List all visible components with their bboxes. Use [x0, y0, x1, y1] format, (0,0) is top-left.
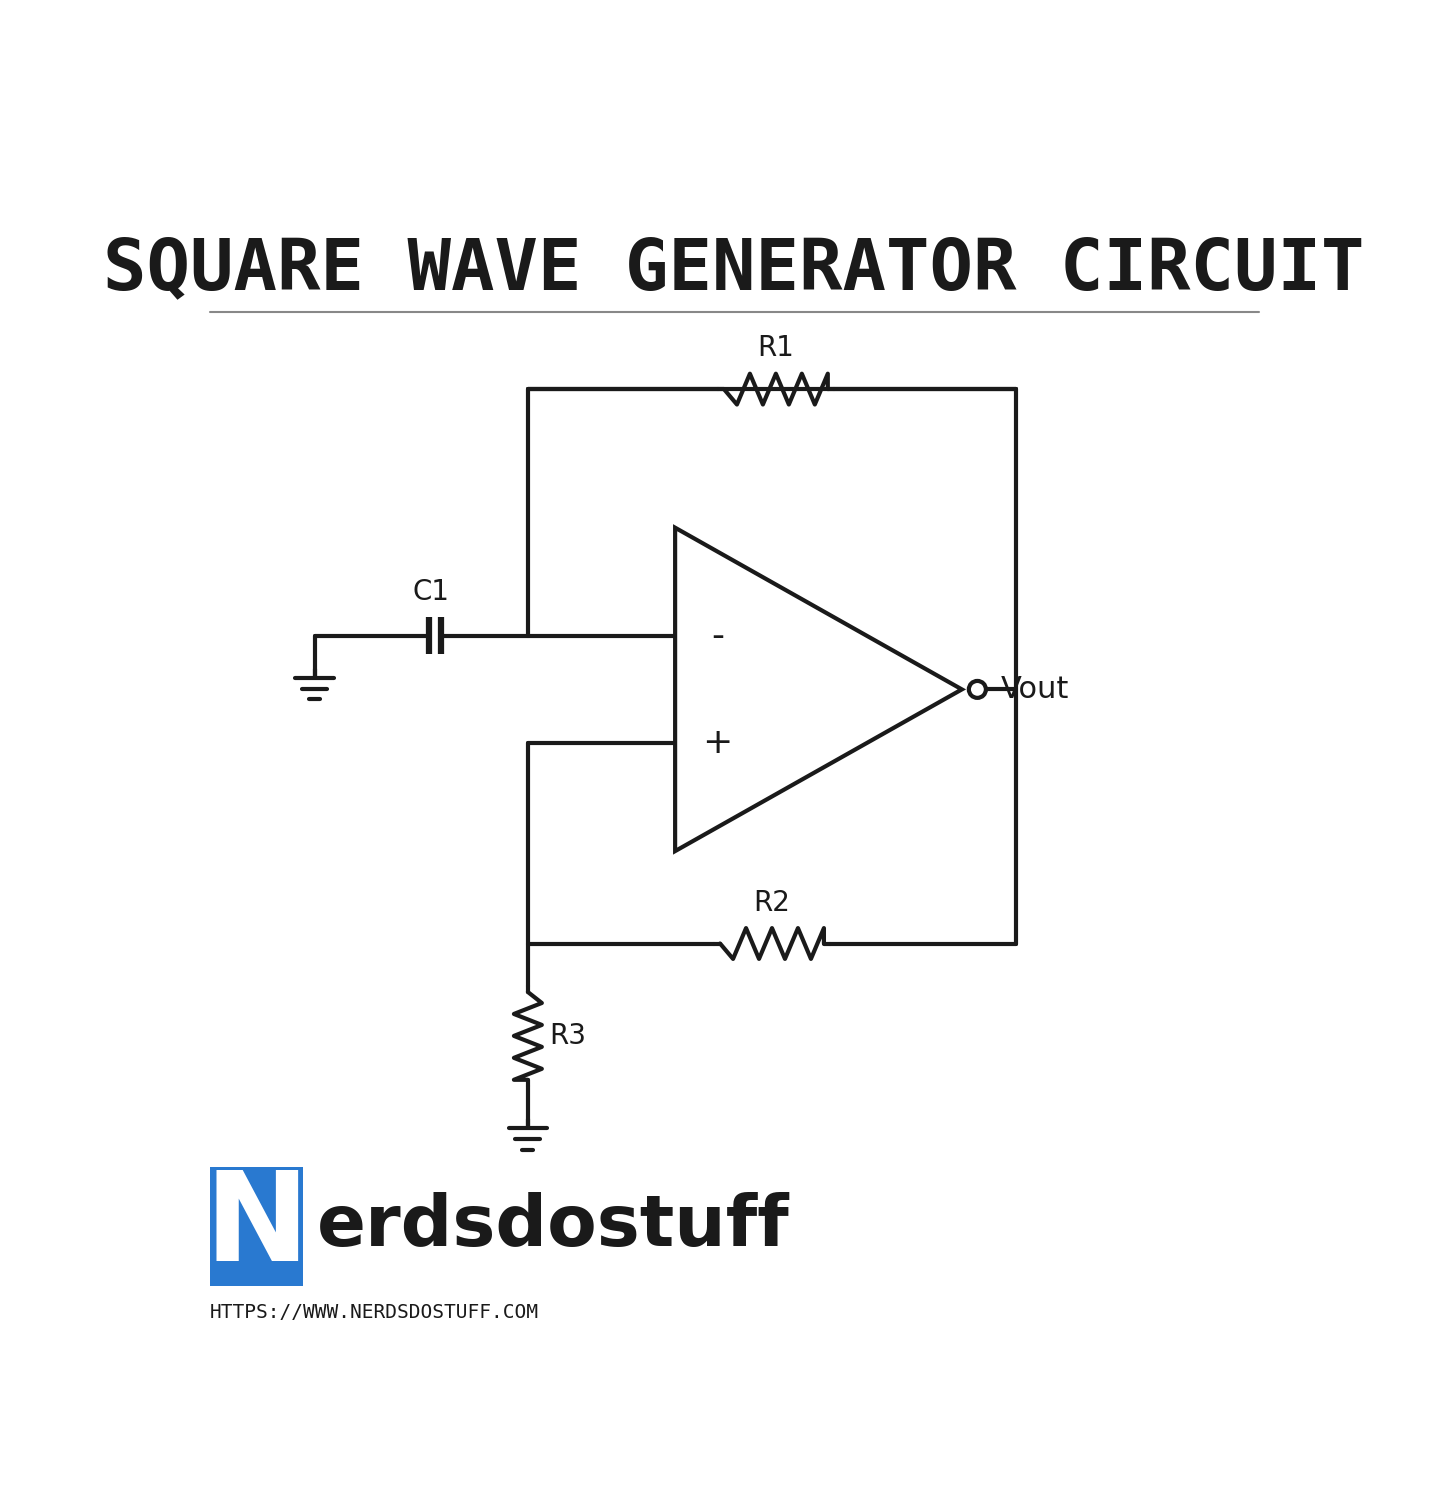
Text: Vout: Vout: [1000, 675, 1069, 704]
Text: SQUARE WAVE GENERATOR CIRCUIT: SQUARE WAVE GENERATOR CIRCUIT: [103, 236, 1364, 304]
Text: N: N: [205, 1166, 310, 1287]
FancyBboxPatch shape: [211, 1167, 304, 1287]
Text: HTTPS://WWW.NERDSDOSTUFF.COM: HTTPS://WWW.NERDSDOSTUFF.COM: [211, 1303, 539, 1323]
Text: R2: R2: [754, 888, 791, 917]
Text: R3: R3: [550, 1022, 586, 1049]
Text: +: +: [702, 726, 732, 761]
Text: erdsdostuff: erdsdostuff: [317, 1191, 790, 1261]
Text: C1: C1: [413, 578, 450, 606]
Text: R1: R1: [758, 334, 794, 362]
Text: -: -: [711, 619, 724, 652]
